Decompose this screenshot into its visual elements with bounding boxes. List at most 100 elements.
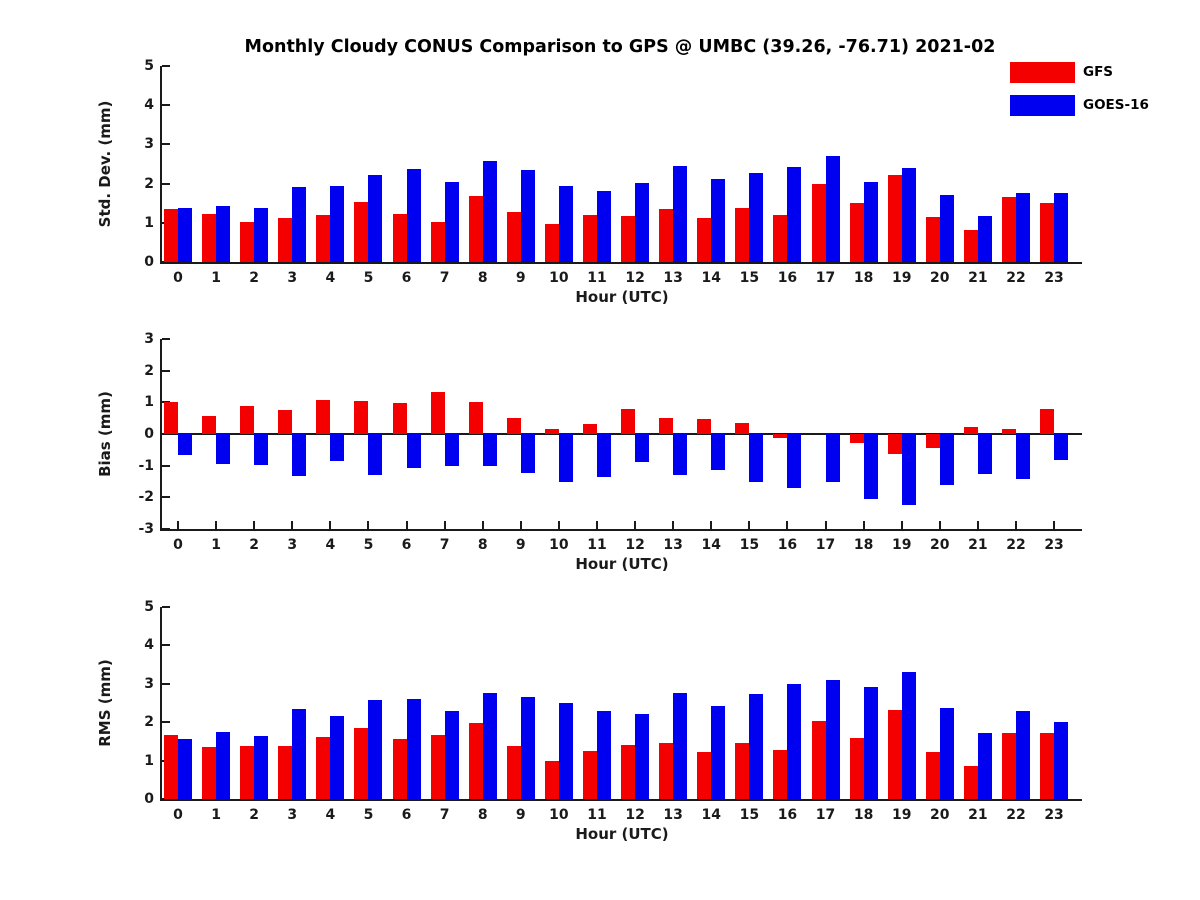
bar-gfs-h6 [392,739,407,799]
bar-gfs-h14 [697,419,712,434]
bar-gfs-h3 [278,409,293,434]
legend-label-gfs: GFS [1083,64,1114,80]
bar-gfs-h3 [278,217,293,262]
x-tick-mark [519,521,522,529]
y-tick-mark [162,182,170,185]
x-axis-title: Hour (UTC) [575,555,669,573]
x-tick-label: 21 [968,270,988,286]
bar-goes16-h13 [673,165,688,262]
x-tick-mark [862,521,865,529]
y-tick-mark [162,104,170,107]
bar-goes16-h12 [635,183,650,262]
bar-gfs-h5 [354,727,369,799]
bar-goes16-h18 [863,687,878,799]
bar-gfs-h21 [963,427,978,434]
bar-gfs-h4 [316,399,331,434]
x-tick-label: 17 [815,807,836,823]
x-tick-label: 15 [739,807,760,823]
stddev-subplot: 0 1 2 3 4 5 Std. Dev. (mm) 0 1 2 3 4 5 6 7 8 9 10 11 12 13 14… [96,58,1082,306]
bar-goes16-h18 [863,434,878,499]
y-tick-label: -3 [138,521,154,537]
y-tick-label: 4 [144,637,154,654]
x-tick-mark [405,521,408,529]
x-tick-label: 3 [287,537,298,553]
bar-gfs-h23 [1040,732,1055,799]
bar-goes16-h15 [749,693,764,799]
bar-goes16-h4 [330,716,345,799]
bar-goes16-h11 [596,434,611,478]
x-tick-label: 4 [325,807,336,823]
x-tick-label: 2 [249,807,260,823]
bar-goes16-h20 [939,434,954,485]
x-tick-mark [177,521,179,529]
legend-swatch-gfs-icon [1010,61,1075,83]
bar-gfs-h15 [735,423,750,434]
bar-gfs-h12 [621,216,636,262]
x-tick-label: 12 [625,807,645,823]
y-tick-mark [162,261,170,263]
bar-goes16-h1 [216,434,231,465]
x-tick-label: 14 [701,537,721,553]
bar-gfs-h1 [202,746,217,799]
x-tick-mark [291,521,294,529]
bar-gfs-h9 [506,746,521,799]
x-tick-label: 13 [663,270,683,286]
x-tick-label: 15 [739,537,760,553]
x-tick-label: 20 [930,807,950,823]
bar-goes16-h3 [292,434,307,477]
bar-goes16-h2 [254,735,269,799]
bar-goes16-h16 [787,684,802,799]
x-tick-label: 12 [625,270,645,286]
x-tick-mark [329,521,332,529]
bar-goes16-h22 [1015,711,1030,799]
x-tick-label: 7 [439,270,450,286]
bar-goes16-h21 [977,216,992,262]
x-tick-label: 19 [891,537,912,553]
bar-gfs-h18 [849,738,864,799]
x-tick-label: 14 [701,270,721,286]
x-tick-label: 7 [439,537,450,553]
bar-goes16-h19 [901,434,916,505]
x-tick-label: 13 [663,807,683,823]
bar-goes16-h10 [558,703,573,799]
x-tick-mark [595,521,598,529]
x-tick-label: 8 [477,807,488,823]
bar-goes16-h17 [825,679,840,799]
bar-gfs-h0 [164,734,178,799]
bar-goes16-h5 [368,434,383,475]
bar-goes16-h8 [482,161,497,262]
x-tick-label: 1 [211,537,221,553]
bar-goes16-h22 [1015,434,1030,479]
y-tick-label: 0 [144,426,154,442]
x-tick-label: 9 [515,537,526,553]
y-tick-label: 3 [144,331,154,347]
y-tick-label: 3 [144,136,154,153]
y-tick-label: 0 [144,254,154,270]
x-tick-label: 21 [968,537,988,553]
bar-gfs-h15 [735,207,750,262]
bar-goes16-h12 [635,434,650,462]
y-tick-label: 5 [144,58,154,74]
bar-gfs-h7 [430,391,445,434]
x-tick-label: 5 [363,270,374,286]
y-tick-label: 0 [144,791,154,807]
x-tick-label: 0 [173,807,183,823]
bar-gfs-h13 [659,209,674,262]
bar-goes16-h23 [1054,721,1069,799]
bar-goes16-h19 [901,167,916,262]
y-tick-mark [162,369,170,372]
x-tick-label: 12 [625,537,645,553]
bar-gfs-h11 [582,215,597,262]
x-tick-label: 18 [853,537,874,553]
legend-swatch-goes16-icon [1010,94,1075,116]
x-tick-label: 23 [1044,270,1064,286]
x-tick-label: 18 [853,807,874,823]
x-tick-label: 10 [549,270,569,286]
bar-goes16-h21 [977,733,992,799]
x-tick-label: 23 [1044,537,1064,553]
x-tick-label: 5 [363,537,374,553]
bar-goes16-h7 [444,711,459,799]
x-tick-label: 16 [777,270,798,286]
bar-gfs-h16 [773,434,788,439]
bar-gfs-h11 [582,750,597,799]
